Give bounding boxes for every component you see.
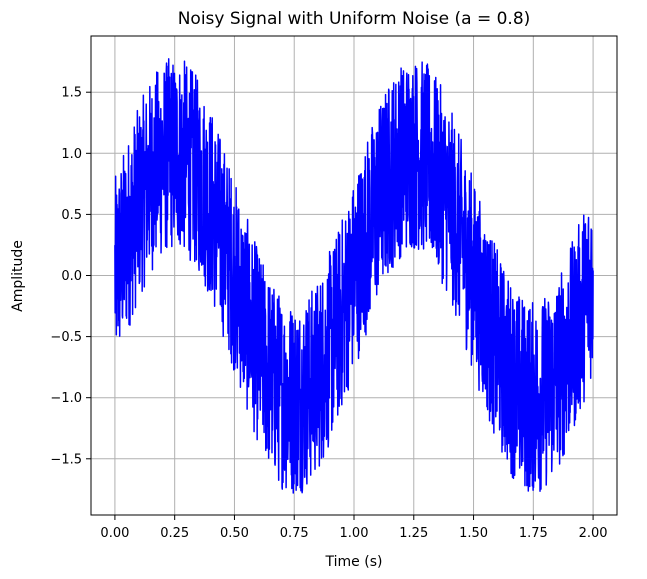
x-tick-label: 1.25 — [399, 526, 428, 541]
y-tick-label: −0.5 — [50, 330, 82, 345]
y-axis: −1.5 −1.0 −0.5 0.0 0.5 1.0 1.5 — [50, 86, 91, 467]
x-tick-label: 2.00 — [579, 526, 608, 541]
y-axis-label: Amplitude — [10, 240, 26, 312]
x-tick-label: 0.50 — [220, 526, 249, 541]
x-tick-label: 0.00 — [100, 526, 129, 541]
x-axis-label: Time (s) — [325, 554, 383, 570]
y-tick-label: 0.5 — [61, 208, 82, 223]
y-tick-label: −1.5 — [50, 452, 82, 467]
y-tick-label: −1.0 — [50, 391, 82, 406]
y-tick-label: 0.0 — [61, 269, 82, 284]
y-tick-label: 1.0 — [61, 147, 82, 162]
x-axis: 0.00 0.25 0.50 0.75 1.00 1.25 1.50 1.75 2.00 — [100, 515, 608, 541]
series-line — [114, 58, 594, 494]
chart-title: Noisy Signal with Uniform Noise (a = 0.8… — [178, 9, 531, 29]
x-tick-label: 0.25 — [160, 526, 189, 541]
x-tick-label: 1.75 — [519, 526, 548, 541]
x-tick-label: 1.00 — [340, 526, 369, 541]
series-group — [114, 58, 594, 494]
x-tick-label: 0.75 — [280, 526, 309, 541]
y-tick-label: 1.5 — [61, 86, 82, 101]
x-tick-label: 1.50 — [459, 526, 488, 541]
